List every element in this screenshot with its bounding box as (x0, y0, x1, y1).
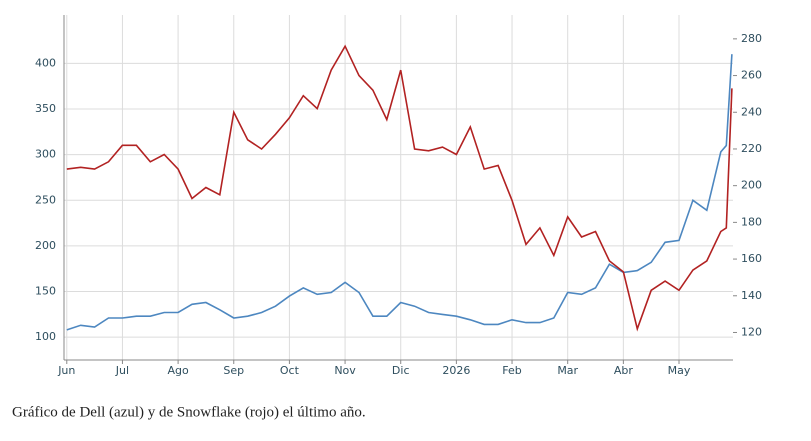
x-tick-label: Mar (557, 364, 578, 377)
x-tick-label: Ago (167, 364, 189, 377)
y2-tick-label: 280 (741, 32, 762, 45)
y2-tick-label: 220 (741, 142, 762, 155)
y2-tick-label: 180 (741, 215, 762, 228)
line-series (66, 44, 733, 332)
x-tick-label: Abr (614, 364, 634, 377)
line-series (66, 54, 733, 331)
caption: Gráfico de Dell (azul) y de Snowflake (r… (12, 404, 366, 420)
x-tick-label: Sep (223, 364, 244, 377)
y-tick-label: 100 (35, 330, 56, 343)
x-tick-label: Jul (115, 364, 129, 377)
y-tick-label: 150 (35, 285, 56, 298)
y2-tick-label: 160 (741, 252, 762, 265)
y-tick-label: 300 (35, 148, 56, 161)
x-tick-label: May (668, 364, 691, 377)
x-tick-label: Nov (334, 364, 356, 377)
y-tick-label: 250 (35, 193, 56, 206)
y2-tick-label: 120 (741, 325, 762, 338)
x-tick-label: Feb (502, 364, 521, 377)
x-tick-label: Dic (392, 364, 410, 377)
x-tick-label: Oct (280, 364, 300, 377)
y2-tick-label: 260 (741, 69, 762, 82)
y-tick-label: 200 (35, 239, 56, 252)
y2-tick-label: 240 (741, 105, 762, 118)
y2-tick-label: 200 (741, 179, 762, 192)
y2-tick-label: 140 (741, 289, 762, 302)
y-tick-label: 400 (35, 56, 56, 69)
y-tick-label: 350 (35, 102, 56, 115)
x-tick-label: Jun (57, 364, 75, 377)
x-tick-label: 2026 (442, 364, 470, 377)
